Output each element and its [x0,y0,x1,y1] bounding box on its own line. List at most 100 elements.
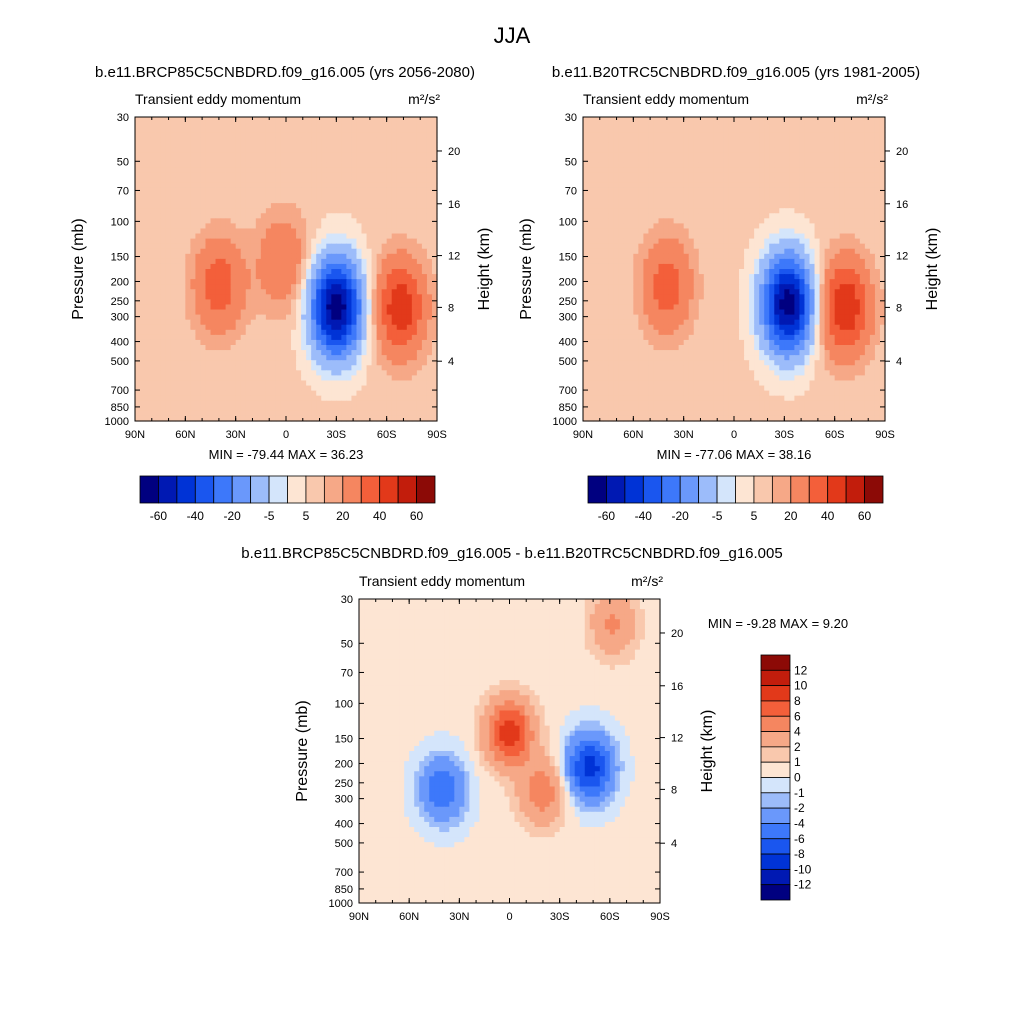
colorbar-swatch [760,807,791,824]
y-tick-label: 400 [559,337,577,349]
y-tick-label: 70 [341,667,353,679]
y-right-tick-label: 16 [448,199,460,211]
colorbar-swatch [716,475,736,504]
colorbar-swatch [760,868,791,886]
colorbar-swatch [624,475,644,504]
panel-title: b.e11.BRCP85C5CNBDRD.f09_g16.005 - b.e11… [241,545,782,562]
x-tick-label: 60S [600,911,620,923]
y-tick-label: 1000 [329,898,353,910]
colorbar-swatch [698,475,718,504]
colorbar-swatch [305,475,325,504]
colorbar-label: 10 [794,679,808,693]
units-label: m²/s² [631,573,663,589]
y-tick-label: 500 [335,838,353,850]
y-right-tick-label: 16 [896,199,908,211]
y-tick-label: 30 [341,594,353,606]
x-tick-label: 60N [623,429,643,441]
y-right-tick-label: 16 [671,681,683,693]
colorbar-swatch [587,475,607,504]
y-tick-label: 1000 [105,416,129,428]
y-right-tick-label: 20 [896,146,908,158]
colorbar-label: -40 [635,509,653,523]
y-right-tick-label: 20 [671,628,683,640]
colorbar-swatch [760,669,791,687]
min-max-label: MIN = -9.28 MAX = 9.20 [708,616,848,631]
panel-2: b.e11.B20TRC5CNBDRD.f09_g16.005 (yrs 198… [518,64,941,523]
y-tick-label: 250 [559,296,577,308]
colorbar-swatch [760,884,791,901]
colorbar-label: -60 [598,509,616,523]
colorbar-swatch [323,475,344,504]
y-right-tick-label: 20 [448,146,460,158]
colorbar: -60 -40 -20 -5 5 20 40 60 [139,475,436,523]
colorbar-label: 5 [751,509,758,523]
y-tick-label: 850 [559,402,577,414]
colorbar: -60 -40 -20 -5 5 20 40 60 [587,475,884,523]
x-tick-label: 0 [283,429,289,441]
min-max-label: MIN = -77.06 MAX = 38.16 [657,447,812,462]
colorbar-swatch [760,746,791,763]
colorbar-swatch [760,823,791,840]
colorbar-label: 40 [821,509,835,523]
colorbar-swatch [139,475,159,504]
y-right-tick-label: 12 [671,733,683,745]
colorbar-swatch [760,853,791,870]
y-tick-label: 50 [341,638,353,650]
y-tick-label: 150 [559,252,577,264]
colorbar-label: -40 [187,509,205,523]
x-tick-label: 0 [731,429,737,441]
contour-field [583,117,886,422]
y-axis-right-label: Height (km) [924,228,941,311]
x-tick-label: 90N [573,429,593,441]
y-tick-label: 850 [111,402,129,414]
x-tick-label: 60N [175,429,195,441]
y-right-tick-label: 4 [671,838,677,850]
y-axis-right-label: Height (km) [476,228,493,311]
y-tick-label: 200 [559,276,577,288]
colorbar-swatch [250,475,270,504]
x-tick-label: 60N [399,911,419,923]
panel-1: b.e11.BRCP85C5CNBDRD.f09_g16.005 (yrs 20… [70,64,493,523]
y-tick-label: 150 [335,734,353,746]
x-tick-label: 30N [226,429,246,441]
colorbar-label: 0 [794,771,801,785]
colorbar-label: 8 [794,694,801,708]
colorbar-label: 40 [373,509,387,523]
y-tick-label: 400 [111,337,129,349]
colorbar-swatch [827,475,847,504]
colorbar-label: -1 [794,786,805,800]
colorbar-swatch [342,475,362,504]
x-tick-label: 60S [825,429,845,441]
colorbar-swatch [760,761,791,778]
y-tick-label: 700 [559,385,577,397]
colorbar-swatch [760,731,791,748]
y-tick-label: 30 [565,112,577,124]
y-axis-label: Pressure (mb) [70,218,87,319]
colorbar-swatch [760,777,791,794]
y-tick-label: 50 [565,156,577,168]
colorbar-swatch [864,475,884,504]
panel-title: b.e11.BRCP85C5CNBDRD.f09_g16.005 (yrs 20… [95,64,475,81]
x-tick-label: 90S [650,911,670,923]
colorbar-swatch [158,475,178,504]
panel-3: b.e11.BRCP85C5CNBDRD.f09_g16.005 - b.e11… [241,545,848,923]
colorbar-swatch [760,715,791,732]
colorbar-swatch [760,700,791,717]
colorbar-label: -20 [672,509,690,523]
y-tick-label: 500 [559,356,577,368]
y-tick-label: 500 [111,356,129,368]
y-tick-label: 70 [565,185,577,197]
colorbar-swatch [808,475,829,504]
colorbar-label: -6 [794,832,805,846]
colorbar-swatch [753,475,773,504]
colorbar-swatch [642,475,663,504]
colorbar-label: -12 [794,878,812,892]
colorbar-swatch [790,475,810,504]
colorbar-swatch [845,475,865,504]
x-tick-label: 90S [427,429,447,441]
colorbar-swatch [176,475,196,504]
x-tick-label: 30S [327,429,347,441]
x-tick-label: 90S [875,429,895,441]
colorbar-swatch [760,654,791,671]
